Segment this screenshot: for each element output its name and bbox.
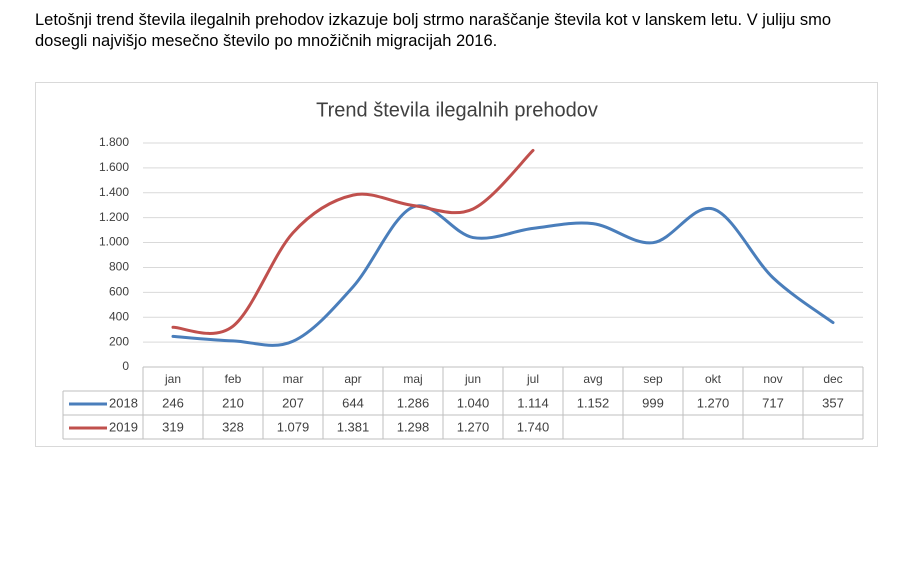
y-tick-label: 1.000 (99, 235, 129, 249)
table-value: 1.270 (697, 395, 730, 410)
y-tick-label: 1.200 (99, 210, 129, 224)
table-value: 1.740 (517, 419, 550, 434)
chart-title: Trend števila ilegalnih prehodov (316, 99, 598, 121)
table-value: 210 (222, 395, 244, 410)
chart-frame (35, 82, 878, 447)
legend-label: 2019 (109, 419, 138, 434)
legend-label: 2018 (109, 395, 138, 410)
x-tick-label: jun (464, 372, 481, 386)
table-value: 357 (822, 395, 844, 410)
y-tick-label: 1.600 (99, 160, 129, 174)
y-tick-label: 400 (109, 309, 129, 323)
x-tick-label: sep (643, 372, 663, 386)
y-tick-label: 600 (109, 285, 129, 299)
paragraph: Letošnji trend števila ilegalnih prehodo… (35, 11, 832, 50)
table-value: 1.270 (457, 419, 490, 434)
x-tick-label: jul (526, 372, 539, 386)
table-value: 1.114 (517, 395, 549, 410)
table-value: 246 (162, 395, 184, 410)
table-value: 207 (282, 395, 304, 410)
line-series (171, 204, 835, 347)
x-tick-label: jan (164, 372, 181, 386)
table-value: 1.079 (277, 419, 310, 434)
line-series (171, 148, 535, 335)
table-value: 1.152 (577, 395, 610, 410)
x-tick-label: okt (705, 372, 722, 386)
x-tick-label: apr (344, 372, 361, 386)
table-value: 1.298 (397, 419, 430, 434)
table-value: 1.040 (457, 395, 490, 410)
table-value: 328 (222, 419, 244, 434)
y-tick-label: 1.400 (99, 185, 129, 199)
x-tick-label: nov (763, 372, 782, 386)
table-value: 644 (342, 395, 364, 410)
x-tick-label: maj (403, 372, 422, 386)
x-tick-label: dec (823, 372, 842, 386)
table-value: 999 (642, 395, 664, 410)
table-value: 319 (162, 419, 184, 434)
x-tick-label: mar (283, 372, 304, 386)
table-value: 1.381 (337, 419, 370, 434)
y-tick-label: 1.800 (99, 135, 129, 149)
y-tick-label: 0 (122, 359, 129, 373)
table-value: 1.286 (397, 395, 430, 410)
x-tick-label: avg (583, 372, 602, 386)
y-tick-label: 800 (109, 260, 129, 274)
table-value: 717 (762, 395, 784, 410)
y-tick-label: 200 (109, 334, 129, 348)
x-tick-label: feb (225, 372, 242, 386)
